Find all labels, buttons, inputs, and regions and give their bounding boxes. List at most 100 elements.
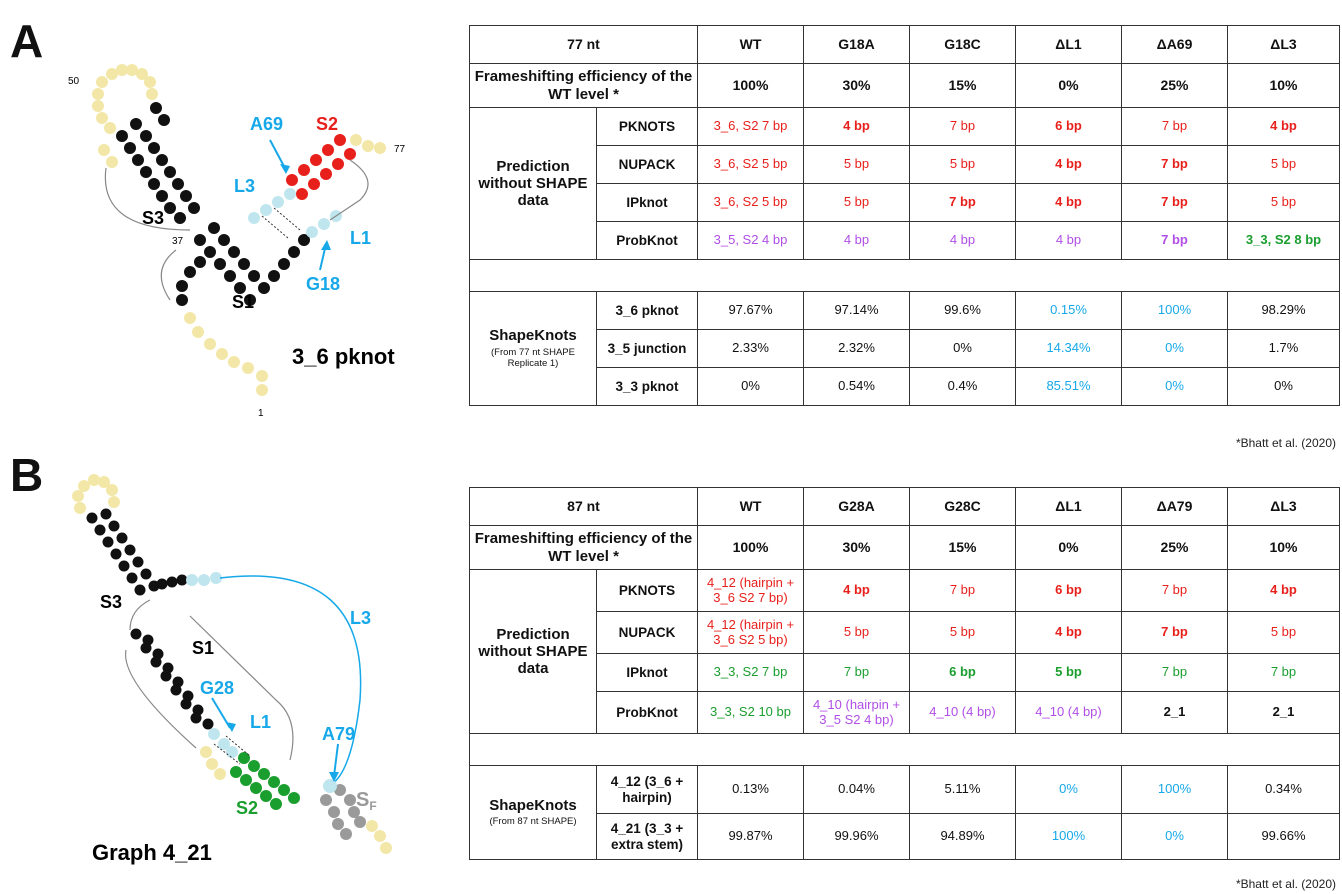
shapeknots-label: ShapeKnots [489, 327, 577, 345]
spacer-cell [1121, 733, 1228, 766]
shapeknots-cell: 94.89% [909, 813, 1016, 860]
table-b: 87 nt WT G28A G28C ΔL1 ΔA79 ΔL3 Frameshifting e… [469, 487, 1340, 860]
efficiency-value: 100% [697, 525, 804, 570]
spacer-cell [697, 259, 804, 292]
prediction-cell: 3_6, S2 7 bp [697, 107, 804, 146]
method-name: IPknot [596, 653, 698, 692]
prediction-label: Prediction without SHAPE data [469, 107, 597, 260]
shapeknots-cell: 100% [1121, 765, 1228, 814]
shapeknots-cell: 97.14% [803, 291, 910, 330]
spacer-cell [469, 733, 597, 766]
spacer-cell [909, 259, 1016, 292]
spacer-cell [469, 259, 597, 292]
label-l3-b: L3 [350, 608, 371, 628]
header-row: 87 nt WT G28A G28C ΔL1 ΔA79 ΔL3 [469, 487, 1340, 526]
efficiency-value: 10% [1227, 63, 1340, 108]
prediction-cell: 7 bp [1121, 107, 1228, 146]
citation-a: *Bhatt et al. (2020) [1235, 436, 1336, 450]
nt-number-77: 77 [394, 144, 406, 155]
shapeknots-cell: 99.87% [697, 813, 804, 860]
prediction-cell: 5 bp [803, 183, 910, 222]
shapeknots-cell: 0% [1227, 367, 1340, 406]
shapeknots-cell: 85.51% [1015, 367, 1122, 406]
method-name: PKNOTS [596, 107, 698, 146]
structure-name: 4_21 (3_3 + extra stem) [596, 813, 698, 860]
prediction-row: NUPACK 3_6, S2 5 bp 5 bp 5 bp 4 bp 7 bp 5 bp [470, 145, 1340, 184]
shapeknots-cell: 1.7% [1227, 329, 1340, 368]
spacer-cell [909, 733, 1016, 766]
spacer-cell [1227, 733, 1340, 766]
prediction-cell: 5 bp [803, 611, 910, 654]
efficiency-row: Frameshifting efficiency of the WT level… [469, 525, 1340, 570]
table-a: 77 nt WT G18A G18C ΔL1 ΔA69 ΔL3 Frameshifting e… [469, 25, 1340, 406]
efficiency-value: 100% [697, 63, 804, 108]
prediction-label: Prediction without SHAPE data [469, 569, 597, 734]
prediction-cell: 4 bp [1227, 107, 1340, 146]
shapeknots-cell: 100% [1015, 813, 1122, 860]
shapeknots-row: ShapeKnots (From 87 nt SHAPE) 4_12 (3_6 + … [469, 765, 1340, 860]
citation-b: *Bhatt et al. (2020) [1235, 877, 1336, 891]
shapeknots-cell: 98.29% [1227, 291, 1340, 330]
shapeknots-cell: 0% [909, 329, 1016, 368]
prediction-row: Prediction without SHAPE data PKNOTS 3_6, … [469, 107, 1340, 260]
prediction-cell: 4_10 (4 bp) [1015, 691, 1122, 734]
label-sf: SF [356, 789, 377, 813]
structure-name: 3_5 junction [596, 329, 698, 368]
header-row: 77 nt WT G18A G18C ΔL1 ΔA69 ΔL3 [469, 25, 1340, 64]
shapeknots-cell: 0% [1121, 813, 1228, 860]
spacer-cell [596, 733, 698, 766]
nt-number-1: 1 [258, 408, 264, 419]
shapeknots-note: (From 87 nt SHAPE) [489, 816, 577, 828]
spacer-cell [1015, 259, 1122, 292]
shapeknots-label-cell: ShapeKnots (From 77 nt SHAPE Replicate 1) [469, 291, 597, 406]
method-name: IPknot [596, 183, 698, 222]
method-name: NUPACK [596, 145, 698, 184]
prediction-cell: 2_1 [1227, 691, 1340, 734]
efficiency-value: 15% [909, 525, 1016, 570]
label-a79: A79 [322, 724, 355, 744]
efficiency-value: 10% [1227, 525, 1340, 570]
corner-header: 87 nt [469, 487, 698, 526]
prediction-cell: 4_12 (hairpin + 3_6 S2 5 bp) [697, 611, 804, 654]
spacer-cell [596, 259, 698, 292]
shapeknots-note: (From 77 nt SHAPE Replicate 1) [491, 346, 575, 370]
prediction-cell: 7 bp [909, 107, 1016, 146]
spacer-cell [1121, 259, 1228, 292]
shapeknots-cell: 0% [1015, 765, 1122, 814]
shapeknots-cell: 97.67% [697, 291, 804, 330]
label-s1: S1 [232, 292, 254, 312]
efficiency-value: 15% [909, 63, 1016, 108]
prediction-cell: 3_6, S2 5 bp [697, 145, 804, 184]
prediction-cell: 6 bp [909, 653, 1016, 692]
label-s1-b: S1 [192, 638, 214, 658]
prediction-cell: 7 bp [1121, 569, 1228, 612]
column-header: ΔL1 [1015, 487, 1122, 526]
efficiency-value: 0% [1015, 525, 1122, 570]
shapeknots-cell: 99.66% [1227, 813, 1340, 860]
shapeknots-label-cell: ShapeKnots (From 87 nt SHAPE) [469, 765, 597, 860]
shapeknots-cell: 99.6% [909, 291, 1016, 330]
column-header: G18C [909, 25, 1016, 64]
prediction-cell: 3_3, S2 10 bp [697, 691, 804, 734]
shapeknots-row: 4_21 (3_3 + extra stem) 99.87% 99.96% 94.89… [470, 813, 1340, 860]
column-header: ΔA69 [1121, 25, 1228, 64]
prediction-cell: 7 bp [909, 183, 1016, 222]
prediction-cell: 7 bp [1121, 145, 1228, 184]
shapeknots-cell: 0.4% [909, 367, 1016, 406]
prediction-row: ProbKnot 3_3, S2 10 bp 4_10 (hairpin + 3_5… [470, 691, 1340, 734]
shapeknots-cell: 0% [697, 367, 804, 406]
prediction-row: ProbKnot 3_5, S2 4 bp 4 bp 4 bp 4 bp 7 bp 3_3,… [470, 221, 1340, 260]
shapeknots-row: ShapeKnots (From 77 nt SHAPE Replicate 1)… [469, 291, 1340, 406]
prediction-cell: 4 bp [803, 107, 910, 146]
prediction-cell: 4 bp [803, 569, 910, 612]
method-name: NUPACK [596, 611, 698, 654]
efficiency-label: Frameshifting efficiency of the WT level… [469, 525, 698, 570]
prediction-cell: 7 bp [909, 569, 1016, 612]
column-header: G28A [803, 487, 910, 526]
prediction-cell: 6 bp [1015, 569, 1122, 612]
shapeknots-label: ShapeKnots [489, 797, 577, 815]
label-g28: G28 [200, 678, 234, 698]
nt-number-37: 37 [172, 236, 184, 247]
column-header: ΔA79 [1121, 487, 1228, 526]
